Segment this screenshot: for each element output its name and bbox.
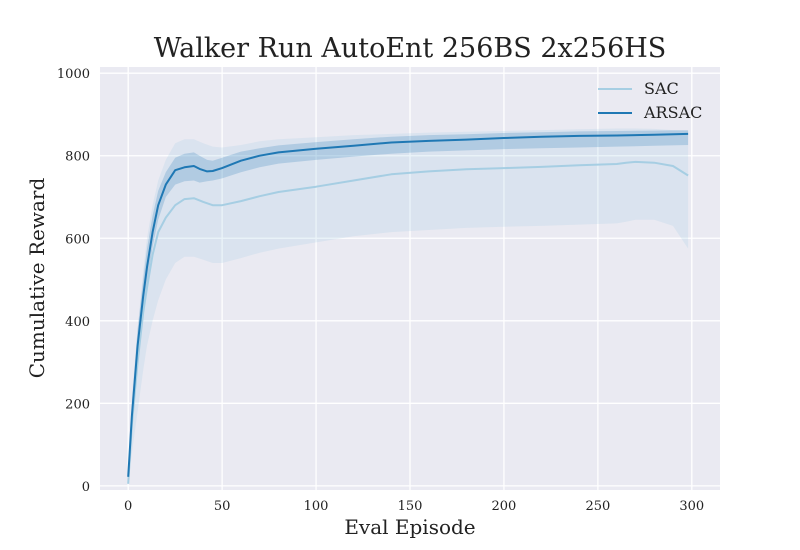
y-tick-label: 1000 xyxy=(57,67,90,82)
x-tick-label: 50 xyxy=(214,499,231,514)
x-axis-label: Eval Episode xyxy=(344,515,475,539)
legend-label-sac: SAC xyxy=(644,79,679,98)
legend: SAC ARSAC xyxy=(598,79,702,122)
x-tick-label: 250 xyxy=(585,499,610,514)
x-tick-label: 300 xyxy=(679,499,704,514)
band-arsac xyxy=(128,130,689,480)
series-lines xyxy=(127,132,689,484)
x-tick-label: 100 xyxy=(304,499,329,514)
line-arsac xyxy=(127,132,689,477)
x-tick-label: 150 xyxy=(398,499,423,514)
grid xyxy=(100,67,720,490)
x-tick-label: 0 xyxy=(124,499,132,514)
legend-label-arsac: ARSAC xyxy=(643,103,702,122)
confidence-bands xyxy=(128,128,689,486)
y-tick-label: 600 xyxy=(65,232,90,247)
x-tick-label: 200 xyxy=(492,499,517,514)
y-tick-label: 200 xyxy=(65,397,90,412)
x-tick-labels: 0 50 100 150 200 250 300 xyxy=(124,499,704,514)
y-tick-label: 800 xyxy=(65,150,90,165)
y-tick-label: 400 xyxy=(65,315,90,330)
y-tick-labels: 0 200 400 600 800 1000 xyxy=(57,67,90,495)
line-sac xyxy=(127,160,689,484)
chart-title: Walker Run AutoEnt 256BS 2x256HS xyxy=(154,33,667,64)
y-axis-label: Cumulative Reward xyxy=(25,178,49,379)
y-tick-label: 0 xyxy=(82,480,90,495)
band-sac xyxy=(128,128,689,486)
